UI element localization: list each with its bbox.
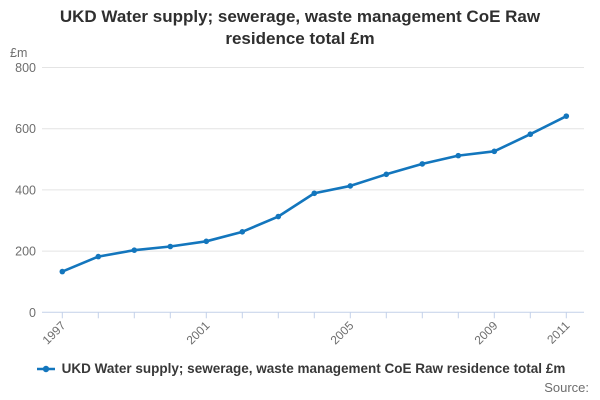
data-point [203,238,210,245]
y-tick-label: 400 [15,183,36,197]
data-point [527,131,534,138]
data-point [239,229,246,235]
legend: UKD Water supply; sewerage, waste manage… [0,361,600,376]
line-chart: £m 0 200 400 600 800 1997 2001 2005 2009 2011 [10,46,584,347]
y-tick-label: 600 [15,122,36,136]
data-point [563,113,570,119]
x-tick-label: 2001 [184,318,213,347]
legend-marker-icon [36,365,55,372]
x-tick-label: 2005 [328,318,357,347]
y-axis-unit-label: £m [10,46,27,60]
y-tick-label: 800 [15,61,36,75]
data-point [383,171,390,178]
data-point [167,243,174,250]
x-tick-label: 2011 [544,318,572,346]
data-point [347,183,354,189]
legend-label: UKD Water supply; sewerage, waste manage… [61,361,566,376]
data-point [131,247,138,253]
data-point [455,152,462,159]
legend-dot [42,365,49,372]
data-point [491,148,498,155]
data-point [419,161,426,167]
data-point [311,190,318,197]
y-tick-label: 200 [15,245,36,259]
x-tick-label: 1997 [40,318,69,347]
x-tick-label: 2009 [472,318,501,347]
chart-title-line2: residence total £m [225,29,375,48]
data-point [59,268,66,275]
data-point [95,253,102,260]
y-tick-label: 0 [29,306,36,320]
chart-title-line1: UKD Water supply; sewerage, waste manage… [59,7,541,26]
source-note: Source: [544,380,589,395]
data-point [275,213,282,220]
chart-title: UKD Water supply; sewerage, waste manage… [0,6,600,50]
